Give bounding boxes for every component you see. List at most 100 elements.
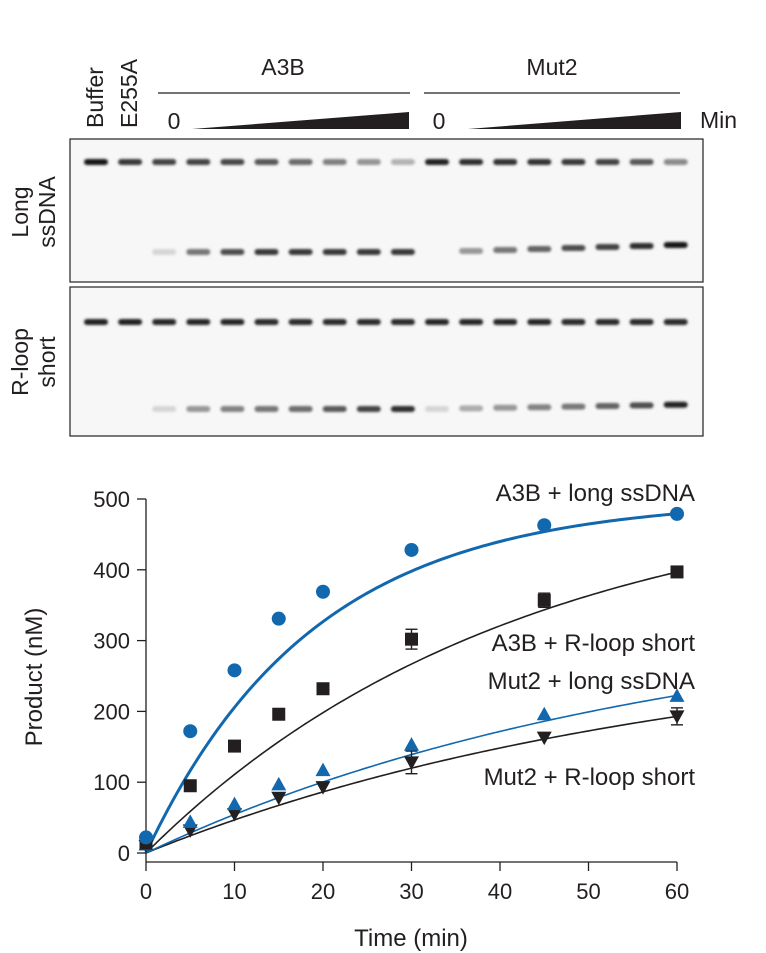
fit-curve-series-4 <box>145 715 678 854</box>
data-point-series-4-point-8 <box>669 710 685 724</box>
gel-band-upper-r-loop-short-lane-7 <box>288 319 313 325</box>
gel-band-upper-long-ssdna-lane-6 <box>254 159 279 165</box>
group-label-mut2: Mut2 <box>526 54 577 80</box>
error-bar-series-2-point-6 <box>405 628 418 650</box>
gel-band-upper-long-ssdna-lane-17 <box>629 159 654 165</box>
gel-band-upper-r-loop-short-lane-13 <box>493 319 518 325</box>
gel-panel-r-loop-short <box>69 286 704 437</box>
fit-curve-series-3 <box>145 694 678 854</box>
error-bar-series-4-point-6 <box>405 750 418 775</box>
gel-band-lower-r-loop-short-lane-8 <box>322 406 347 412</box>
data-point-series-1-point-5 <box>316 584 330 599</box>
gel-band-upper-long-ssdna-lane-4 <box>186 159 211 165</box>
lane-label-e255a: E255A <box>116 58 142 128</box>
data-point-series-3-point-2 <box>182 814 198 828</box>
gel-band-upper-r-loop-short-lane-9 <box>356 319 381 325</box>
gel-band-upper-long-ssdna-lane-8 <box>322 159 347 165</box>
gel-band-upper-r-loop-short-lane-5 <box>220 319 245 325</box>
x-tick-label-0: 0 <box>140 879 152 904</box>
chart-axes: 0 100 200 300 400 500 0 10 20 30 40 50 60 <box>93 487 689 904</box>
gel-band-upper-r-loop-short-lane-3 <box>152 319 177 325</box>
x-tick-label-40: 40 <box>488 879 512 904</box>
data-point-series-1-point-2 <box>183 724 198 739</box>
gel-band-upper-r-loop-short-lane-12 <box>459 319 484 325</box>
fit-curves <box>144 512 678 854</box>
gel-band-lower-long-ssdna-lane-13 <box>493 247 518 253</box>
x-tick-label-50: 50 <box>576 879 600 904</box>
data-point-series-1-point-8 <box>670 506 684 521</box>
gel-band-upper-r-loop-short-lane-18 <box>663 319 688 325</box>
gel-band-lower-long-ssdna-lane-6 <box>254 249 279 255</box>
y-tick-label-0: 0 <box>118 841 130 866</box>
annotation-mut2-r-loop-short: Mut2 + R-loop short <box>484 764 696 791</box>
x-tick-label-10: 10 <box>222 879 246 904</box>
error-bar-series-4-point-8 <box>671 707 683 726</box>
lane-label-buffer: Buffer <box>82 67 108 128</box>
gel-band-lower-r-loop-short-lane-4 <box>186 406 211 412</box>
gel-band-upper-r-loop-short-lane-4 <box>186 319 211 325</box>
data-point-series-2-point-6 <box>405 632 418 646</box>
gel-band-lower-long-ssdna-lane-18 <box>663 242 688 248</box>
data-point-series-3-point-7 <box>536 706 552 721</box>
gel-band-lower-r-loop-short-lane-15 <box>561 403 586 410</box>
gel-band-lower-r-loop-short-lane-5 <box>220 406 245 412</box>
time-unit-label: Min <box>700 107 737 133</box>
gel-band-upper-long-ssdna-lane-15 <box>561 159 586 165</box>
gel-band-lower-r-loop-short-lane-6 <box>254 406 279 412</box>
data-point-series-4-point-7 <box>536 731 552 746</box>
y-tick-label-400: 400 <box>93 558 130 583</box>
data-point-series-2-point-3 <box>228 739 241 753</box>
gel-band-lower-long-ssdna-lane-14 <box>527 246 552 252</box>
gel-band-upper-r-loop-short-lane-15 <box>561 319 586 325</box>
data-point-series-3-point-4 <box>271 776 287 791</box>
gel-band-lower-long-ssdna-lane-15 <box>561 245 586 251</box>
gel-band-upper-r-loop-short-lane-10 <box>390 319 415 325</box>
panel-label-r-loop-short-line2: short <box>34 336 60 388</box>
gel-band-lower-r-loop-short-lane-18 <box>663 401 688 408</box>
annotation-mut2-long-ssdna: Mut2 + long ssDNA <box>488 668 695 695</box>
annotation-a3b-long-ssdna: A3B + long ssDNA <box>496 480 695 507</box>
data-point-series-1-point-1 <box>139 830 153 845</box>
gel-band-upper-long-ssdna-lane-7 <box>288 159 313 165</box>
gel-band-upper-long-ssdna-lane-10 <box>390 159 415 165</box>
gel-band-lower-long-ssdna-lane-16 <box>595 244 620 250</box>
data-point-series-2-point-8 <box>670 565 684 579</box>
gel-figure: Buffer E255A A3B Mut2 0 0 Min Long ssDNA… <box>7 54 737 437</box>
y-tick-label-100: 100 <box>93 770 130 795</box>
gel-band-lower-r-loop-short-lane-9 <box>356 406 381 412</box>
annotation-a3b-r-loop-short: A3B + R-loop short <box>492 630 696 657</box>
gel-band-upper-r-loop-short-lane-8 <box>322 319 347 325</box>
gel-band-upper-long-ssdna-lane-11 <box>425 159 449 165</box>
gel-band-lower-r-loop-short-lane-13 <box>493 404 518 411</box>
gel-band-upper-long-ssdna-lane-1 <box>84 159 108 165</box>
gel-band-upper-r-loop-short-lane-6 <box>254 319 279 325</box>
data-point-series-3-point-3 <box>227 796 242 811</box>
gel-bands-r-loop-short <box>84 319 688 412</box>
data-point-series-3-point-6 <box>404 737 419 751</box>
gel-band-lower-long-ssdna-lane-4 <box>186 249 211 255</box>
gel-band-lower-r-loop-short-lane-7 <box>288 406 313 412</box>
gel-band-upper-long-ssdna-lane-2 <box>118 159 143 165</box>
group-label-a3b: A3B <box>261 54 304 80</box>
time-wedge-mut2 <box>468 112 681 129</box>
data-point-series-1-point-4 <box>271 611 286 626</box>
y-tick-label-500: 500 <box>93 487 130 512</box>
gel-band-lower-r-loop-short-lane-14 <box>527 404 552 411</box>
data-point-series-3-point-8 <box>669 688 685 702</box>
data-point-series-3-point-1 <box>138 837 154 851</box>
data-point-series-4-point-6 <box>404 756 419 770</box>
gel-band-lower-long-ssdna-lane-5 <box>220 249 245 255</box>
gel-band-upper-long-ssdna-lane-14 <box>527 159 552 165</box>
data-point-series-3-point-5 <box>315 762 331 777</box>
panel-label-long-ssdna-line2: ssDNA <box>34 176 60 248</box>
gel-band-lower-r-loop-short-lane-3 <box>152 406 177 412</box>
gel-band-upper-r-loop-short-lane-17 <box>629 319 654 325</box>
gel-band-lower-long-ssdna-lane-9 <box>356 249 381 255</box>
panel-label-r-loop-short-line1: R-loop <box>7 328 33 396</box>
gel-bands-long-ssdna <box>84 159 688 255</box>
gel-band-lower-long-ssdna-lane-10 <box>390 249 415 255</box>
gel-band-lower-long-ssdna-lane-7 <box>288 249 313 255</box>
data-point-series-4-point-4 <box>271 791 287 806</box>
gel-band-upper-long-ssdna-lane-3 <box>152 159 177 165</box>
gel-band-upper-long-ssdna-lane-16 <box>595 159 620 165</box>
